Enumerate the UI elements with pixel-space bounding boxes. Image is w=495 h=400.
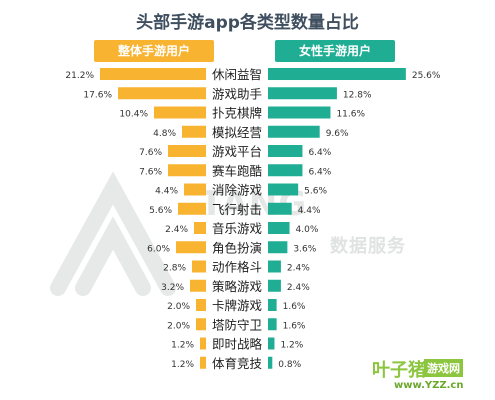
bar-female-7	[268, 202, 292, 215]
label-female-14: 1.2%	[280, 341, 303, 351]
bar-overall-14	[200, 337, 206, 350]
chart-title: 头部手游app各类型数量占比	[136, 13, 359, 33]
category-label-9: 角色扮演	[212, 240, 262, 255]
bar-overall-3	[182, 125, 206, 138]
site-badge-url: www.YZZ.cn	[394, 380, 464, 391]
category-label-2: 扑克棋牌	[212, 106, 262, 121]
bar-female-13	[268, 318, 277, 331]
bar-female-10	[268, 260, 281, 273]
category-label-0: 休闲益智	[212, 67, 262, 82]
category-label-8: 音乐游戏	[212, 221, 262, 236]
bar-overall-10	[192, 260, 206, 273]
bar-female-1	[268, 87, 337, 100]
label-female-10: 2.4%	[287, 264, 310, 274]
bar-female-14	[268, 337, 275, 350]
label-overall-4: 7.6%	[139, 148, 162, 158]
category-label-10: 动作格斗	[212, 260, 262, 275]
label-overall-15: 1.2%	[171, 360, 194, 370]
category-label-3: 模拟经营	[212, 125, 262, 140]
bar-overall-15	[200, 356, 206, 369]
label-overall-2: 10.4%	[119, 110, 148, 120]
watermark-subtitle: 数据服务	[330, 236, 406, 257]
bar-female-5	[268, 164, 303, 177]
legend-female-users: 女性手游用户	[275, 40, 395, 62]
bar-overall-12	[196, 299, 206, 311]
label-female-0: 25.6%	[412, 71, 441, 81]
label-overall-3: 4.8%	[153, 129, 176, 139]
bar-overall-6	[184, 183, 206, 196]
label-overall-12: 2.0%	[167, 302, 190, 312]
category-label-14: 即时战略	[212, 337, 263, 352]
bar-overall-11	[190, 279, 206, 292]
label-female-6: 5.6%	[304, 187, 327, 197]
category-label-1: 游戏助手	[212, 86, 262, 101]
category-label-6: 消除游戏	[212, 183, 262, 198]
talkingdata-watermark-logo	[50, 171, 176, 296]
label-overall-1: 17.6%	[83, 90, 112, 100]
bar-female-6	[268, 183, 299, 196]
bar-overall-8	[194, 222, 206, 234]
label-overall-0: 21.2%	[65, 71, 94, 81]
label-female-13: 1.6%	[283, 321, 306, 331]
bar-female-3	[268, 125, 320, 138]
category-label-7: 飞行射击	[212, 202, 262, 217]
label-overall-7: 5.6%	[149, 206, 172, 216]
bar-overall-7	[178, 202, 206, 215]
bar-female-15	[268, 356, 273, 369]
label-overall-13: 2.0%	[167, 321, 190, 331]
site-badge-name: 叶子猪	[372, 360, 426, 381]
category-label-15: 体育竞技	[212, 356, 263, 371]
label-female-7: 4.4%	[298, 206, 321, 216]
label-female-3: 9.6%	[326, 129, 349, 139]
category-label-5: 赛车跑酷	[212, 163, 263, 178]
legend-overall-users: 整体手游用户	[94, 40, 214, 62]
bar-overall-9	[176, 241, 206, 254]
label-overall-11: 3.2%	[161, 283, 184, 293]
bar-overall-5	[168, 164, 206, 177]
label-overall-14: 1.2%	[171, 341, 194, 351]
label-female-11: 2.4%	[287, 283, 310, 293]
label-overall-9: 6.0%	[147, 244, 170, 254]
bar-female-11	[268, 279, 281, 292]
site-badge-label: 游戏网	[424, 359, 463, 377]
bar-overall-13	[196, 318, 206, 331]
bar-overall-1	[118, 87, 206, 100]
label-overall-8: 2.4%	[165, 225, 188, 235]
bar-overall-0	[100, 68, 206, 80]
bar-overall-2	[154, 106, 206, 119]
bar-female-9	[268, 241, 288, 254]
category-label-4: 游戏平台	[212, 144, 262, 159]
bar-female-12	[268, 299, 277, 311]
bar-overall-4	[168, 145, 206, 157]
bar-female-8	[268, 222, 290, 234]
label-female-4: 6.4%	[308, 148, 331, 158]
label-overall-6: 4.4%	[155, 187, 178, 197]
label-female-8: 4.0%	[296, 225, 319, 235]
category-label-11: 策略游戏	[212, 279, 262, 294]
label-female-5: 6.4%	[308, 167, 331, 177]
label-female-15: 0.8%	[278, 360, 301, 370]
label-female-2: 11.6%	[336, 110, 365, 120]
label-overall-5: 7.6%	[139, 167, 162, 177]
label-female-1: 12.8%	[343, 90, 372, 100]
category-label-13: 塔防守卫	[212, 317, 262, 332]
bar-female-2	[268, 106, 331, 119]
label-overall-10: 2.8%	[163, 264, 186, 274]
category-label-12: 卡牌游戏	[212, 298, 262, 313]
label-female-9: 3.6%	[293, 244, 316, 254]
bar-female-0	[268, 68, 406, 80]
label-female-12: 1.6%	[283, 302, 306, 312]
bar-female-4	[268, 145, 303, 157]
